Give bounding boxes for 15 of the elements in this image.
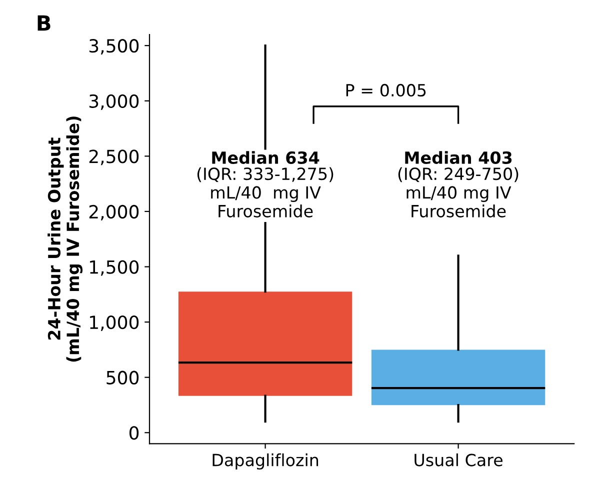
y-tick-label: 3,000 <box>89 94 139 110</box>
y-tick-label: 500 <box>106 370 139 384</box>
x-tick-label: Dapagliflozin <box>212 453 318 470</box>
annotation: P = 0.005 <box>346 84 426 97</box>
y-axis-title: 24-Hour Urine Output (mL/40 mg IV Furosemide) <box>48 116 83 362</box>
y-tick-label: 3,500 <box>89 39 139 55</box>
x-tick-label: Usual Care <box>414 453 502 466</box>
annotation: Median 634 (IQR: 333-1,275) mL/40 mg IV Furosemide <box>197 151 334 218</box>
y-tick-label: 1,000 <box>90 316 139 332</box>
y-tick-label: 2,500 <box>89 150 139 166</box>
y-tick-label: 1,500 <box>90 260 139 276</box>
annotation: Median 403 (IQR: 249-750) mL/40 mg IV Furosemide <box>398 151 518 218</box>
y-tick-label: 0 <box>129 426 139 440</box>
chart-title: B <box>38 15 50 31</box>
y-tick-label: 2,000 <box>89 204 139 220</box>
